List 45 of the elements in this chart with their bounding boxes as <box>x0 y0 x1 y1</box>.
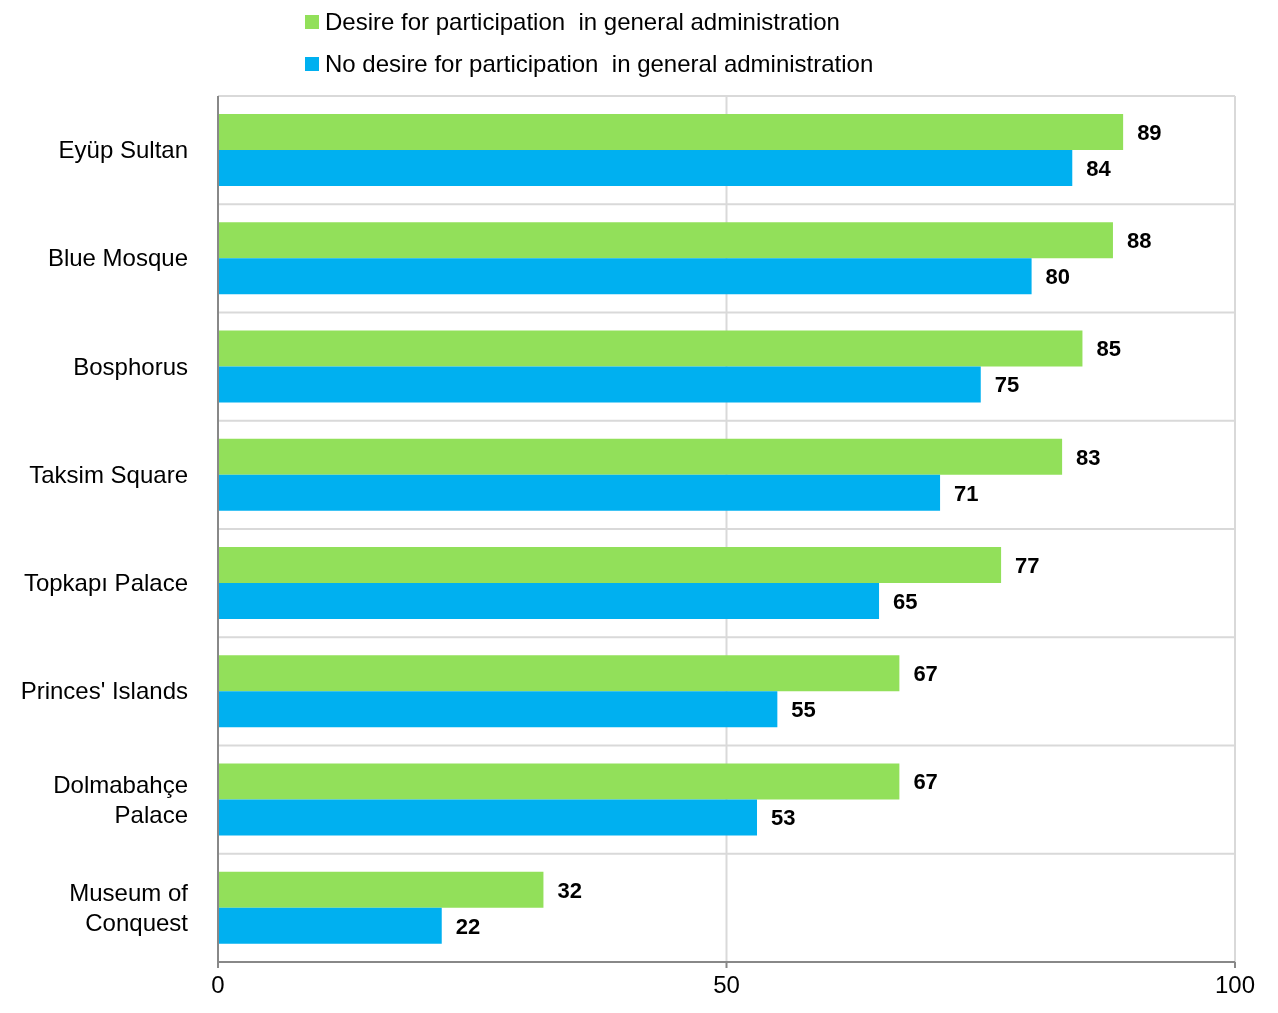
y-tick-label: Topkapı Palace <box>23 569 188 597</box>
data-label: 75 <box>994 372 1020 398</box>
data-label: 80 <box>1045 264 1071 290</box>
bar <box>218 330 1083 367</box>
y-tick-label: Bosphorus <box>73 352 188 380</box>
bar <box>218 691 778 728</box>
data-label: 85 <box>1096 336 1121 362</box>
data-label: 55 <box>791 697 816 723</box>
bar <box>218 763 900 800</box>
data-label: 89 <box>1137 119 1162 145</box>
y-tick-label: Taksim Square <box>29 460 188 488</box>
bar <box>218 655 900 692</box>
bar <box>218 438 1063 475</box>
bar <box>218 474 941 511</box>
data-label: 32 <box>557 877 582 903</box>
bar <box>218 150 1073 187</box>
bar <box>218 366 981 403</box>
data-label: 67 <box>913 661 938 687</box>
legend-label: No desire for participation in general administration <box>325 50 874 78</box>
x-tick-label: 0 <box>211 971 225 999</box>
y-tick-label: Dolmabahçe Palace <box>53 770 188 828</box>
data-label: 84 <box>1086 155 1112 181</box>
y-tick-label: Museum of Conquest <box>69 878 189 936</box>
data-label: 22 <box>455 913 481 939</box>
data-label: 67 <box>913 769 938 795</box>
bar <box>218 907 442 944</box>
data-label: 53 <box>771 805 796 831</box>
x-tick-label: 50 <box>713 971 740 999</box>
y-tick-label: Eyüp Sultan <box>58 136 188 164</box>
bar <box>218 114 1124 151</box>
legend-label: Desire for participation in general administration <box>325 8 840 36</box>
bar <box>218 799 758 836</box>
bar <box>218 258 1032 295</box>
bar <box>218 547 1002 584</box>
bar <box>218 583 880 620</box>
data-label: 65 <box>893 588 918 614</box>
y-tick-label: Princes' Islands <box>20 677 188 705</box>
x-tick-label: 100 <box>1214 971 1256 999</box>
data-label: 71 <box>954 480 979 506</box>
y-tick-label: Blue Mosque <box>47 244 188 272</box>
data-label: 77 <box>1015 552 1040 578</box>
data-label: 83 <box>1076 444 1101 470</box>
bar <box>218 871 544 908</box>
bar <box>218 222 1113 259</box>
data-label: 88 <box>1126 228 1152 254</box>
